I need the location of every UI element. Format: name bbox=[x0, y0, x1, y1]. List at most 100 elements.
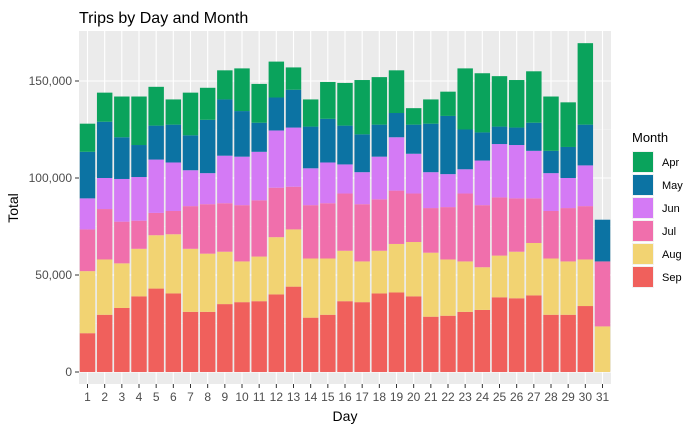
x-tick-label: 8 bbox=[204, 390, 211, 404]
bar-segment-apr-day-8 bbox=[199, 87, 216, 120]
bar-segment-jul-day-27 bbox=[526, 198, 542, 243]
bar-segment-apr-day-29 bbox=[560, 102, 576, 147]
bars-layer bbox=[79, 43, 611, 372]
bar-segment-jun-day-12 bbox=[268, 130, 285, 188]
bar-segment-may-day-23 bbox=[457, 129, 473, 170]
bar-segment-sep-day-6 bbox=[165, 293, 182, 372]
bar-segment-apr-day-4 bbox=[131, 96, 147, 146]
x-tick-label: 21 bbox=[424, 390, 438, 404]
bar-segment-may-day-3 bbox=[114, 137, 130, 179]
bar-segment-aug-day-13 bbox=[285, 229, 302, 287]
bar-segment-jun-day-21 bbox=[423, 172, 439, 209]
bar-segment-sep-day-22 bbox=[440, 315, 456, 372]
bar-segment-sep-day-26 bbox=[508, 298, 525, 372]
bar-segment-aug-day-29 bbox=[560, 261, 576, 315]
bar-segment-jun-day-15 bbox=[320, 162, 336, 204]
bar-segment-may-day-13 bbox=[285, 89, 302, 128]
bar-segment-apr-day-22 bbox=[440, 91, 456, 116]
bar-segment-apr-day-7 bbox=[182, 92, 199, 136]
bar-segment-apr-day-12 bbox=[268, 61, 285, 98]
bar-segment-sep-day-4 bbox=[131, 296, 147, 372]
bar-segment-apr-day-26 bbox=[508, 80, 525, 128]
bar-segment-jun-day-6 bbox=[165, 162, 182, 211]
bar-segment-sep-day-2 bbox=[96, 314, 113, 372]
bar-segment-jun-day-17 bbox=[354, 172, 370, 205]
bar-segment-may-day-26 bbox=[508, 127, 525, 146]
bar-segment-may-day-18 bbox=[371, 124, 388, 157]
x-tick-label: 3 bbox=[118, 390, 125, 404]
bar-segment-jun-day-9 bbox=[217, 155, 233, 204]
legend-swatch-jun bbox=[633, 198, 653, 218]
bar-segment-jul-day-12 bbox=[268, 187, 285, 238]
bar-segment-jul-day-1 bbox=[79, 229, 96, 272]
bar-segment-aug-day-26 bbox=[508, 251, 525, 299]
bar-segment-apr-day-17 bbox=[354, 80, 370, 135]
bar-segment-aug-day-31 bbox=[594, 326, 611, 372]
bar-segment-jun-day-4 bbox=[131, 177, 147, 221]
bar-segment-jun-day-5 bbox=[148, 159, 164, 213]
bar-segment-apr-day-10 bbox=[234, 68, 250, 112]
chart-title: Trips by Day and Month bbox=[79, 10, 248, 27]
bar-segment-jun-day-28 bbox=[543, 173, 559, 211]
bar-segment-apr-day-18 bbox=[371, 77, 388, 125]
bar-segment-may-day-19 bbox=[388, 113, 405, 138]
legend-swatch-aug bbox=[633, 244, 653, 264]
x-tick-label: 5 bbox=[153, 390, 160, 404]
bar-segment-aug-day-18 bbox=[371, 250, 388, 294]
bar-segment-sep-day-9 bbox=[217, 304, 233, 372]
bar-segment-aug-day-17 bbox=[354, 261, 370, 303]
bar-segment-apr-day-14 bbox=[302, 99, 319, 127]
bar-segment-jun-day-11 bbox=[251, 151, 267, 201]
x-tick-label: 27 bbox=[527, 390, 541, 404]
bar-segment-sep-day-14 bbox=[302, 317, 319, 372]
y-tick-label: 100,000 bbox=[29, 171, 73, 185]
bar-segment-jul-day-25 bbox=[491, 197, 508, 256]
bar-segment-jul-day-21 bbox=[423, 208, 439, 253]
x-tick-label: 11 bbox=[253, 390, 266, 404]
y-tick-label: 0 bbox=[65, 365, 72, 379]
bar-segment-sep-day-10 bbox=[234, 302, 250, 372]
bar-segment-sep-day-18 bbox=[371, 293, 388, 372]
legend-swatch-apr bbox=[633, 152, 653, 172]
legend-swatch-jul bbox=[633, 221, 653, 241]
x-tick-label: 19 bbox=[390, 390, 404, 404]
bar-segment-aug-day-3 bbox=[114, 263, 130, 308]
legend-label-jun: Jun bbox=[662, 203, 680, 215]
bar-segment-sep-day-25 bbox=[491, 297, 508, 372]
bar-segment-may-day-31 bbox=[594, 219, 611, 262]
bar-segment-aug-day-22 bbox=[440, 259, 456, 316]
bar-segment-aug-day-23 bbox=[457, 261, 473, 312]
bar-segment-sep-day-24 bbox=[474, 309, 491, 372]
bar-segment-jun-day-26 bbox=[508, 145, 525, 199]
legend-label-aug: Aug bbox=[662, 249, 682, 261]
bar-segment-may-day-1 bbox=[79, 151, 96, 199]
bar-segment-sep-day-12 bbox=[268, 294, 285, 372]
bar-segment-apr-day-15 bbox=[320, 81, 336, 119]
bar-segment-jun-day-30 bbox=[577, 165, 594, 207]
x-tick-label: 22 bbox=[441, 390, 455, 404]
bar-segment-aug-day-11 bbox=[251, 256, 267, 302]
bar-segment-may-day-17 bbox=[354, 134, 370, 173]
x-tick-label: 28 bbox=[544, 390, 558, 404]
bar-segment-apr-day-21 bbox=[423, 99, 439, 124]
bar-segment-may-day-14 bbox=[302, 126, 319, 169]
bar-segment-sep-day-1 bbox=[79, 333, 96, 372]
bar-segment-aug-day-8 bbox=[199, 253, 216, 312]
bar-segment-jun-day-27 bbox=[526, 150, 542, 199]
bar-segment-jun-day-25 bbox=[491, 144, 508, 198]
x-tick-label: 26 bbox=[510, 390, 524, 404]
bar-segment-jul-day-19 bbox=[388, 190, 405, 244]
bar-segment-jul-day-29 bbox=[560, 208, 576, 262]
bar-segment-jul-day-26 bbox=[508, 198, 525, 252]
bar-segment-may-day-22 bbox=[440, 115, 456, 175]
bar-segment-aug-day-30 bbox=[577, 259, 594, 307]
bar-segment-apr-day-1 bbox=[79, 123, 96, 152]
bar-segment-jul-day-30 bbox=[577, 206, 594, 260]
bar-segment-aug-day-12 bbox=[268, 237, 285, 295]
legend-title: Month bbox=[632, 130, 668, 145]
legend: Month Apr May Jun Jul Aug Sep bbox=[632, 130, 683, 288]
bar-segment-jun-day-3 bbox=[114, 178, 130, 222]
bar-segment-aug-day-2 bbox=[96, 259, 113, 315]
